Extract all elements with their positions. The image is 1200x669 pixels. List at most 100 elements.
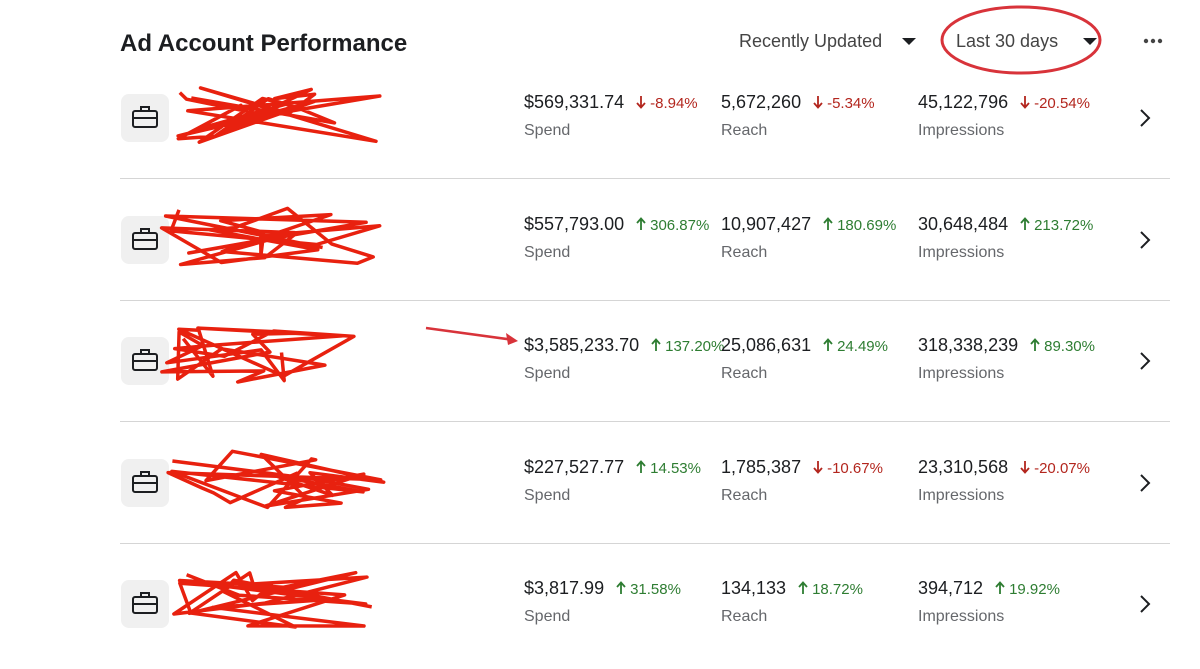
metric-value: 318,338,239: [918, 335, 1019, 355]
scribble-stroke: [172, 570, 373, 629]
redaction-scribble: [166, 449, 386, 509]
row-chevron: [1140, 109, 1151, 127]
caret: [1083, 38, 1097, 45]
metric-change: 31.58%: [630, 581, 681, 598]
metric-value: $569,331.74: [524, 92, 625, 112]
metric-change: -20.54%: [1034, 95, 1090, 112]
panel-title: Ad Account Performance: [120, 30, 408, 57]
account-row[interactable]: $557,793.00 306.87% Spend 10,907,427 180.69%…: [120, 179, 1170, 301]
metric-change: 19.92%: [1009, 581, 1060, 598]
metric-value: 25,086,631: [721, 335, 812, 355]
range-dropdown[interactable]: Last 30 days: [956, 31, 1059, 51]
metric-change: 137.20%: [665, 338, 725, 355]
metric-label: Impressions: [918, 243, 1005, 261]
account-row[interactable]: $227,527.77 14.53% Spend 1,785,387 -10.67% Re…: [120, 422, 1170, 544]
metric-value: 10,907,427: [721, 213, 812, 234]
trend-arrow: [636, 459, 646, 473]
metric-value: 134,133: [721, 578, 787, 598]
metric: 1,785,387 -10.67% Reach: [721, 456, 883, 504]
metric: 5,672,260 -5.34% Reach: [721, 92, 875, 139]
account-icon: [121, 94, 169, 142]
metric-label: Reach: [721, 486, 768, 504]
metric-change: 89.30%: [1044, 338, 1095, 355]
metric-value: $227,527.77: [524, 456, 625, 477]
sort-dropdown[interactable]: Recently Updated: [739, 31, 883, 51]
trend-arrow: [798, 581, 808, 594]
metric-label: Spend: [524, 122, 571, 139]
trend-arrow: [823, 338, 833, 351]
metric-value: 5,672,260: [721, 92, 802, 112]
row-chevron: [1140, 473, 1151, 492]
briefcase: [132, 106, 158, 128]
scribble-stroke: [166, 449, 386, 509]
trend-arrow: [1020, 460, 1030, 474]
annotation-arrow: [425, 326, 518, 345]
redaction-scribble: [176, 86, 382, 144]
metric-change: 14.53%: [650, 459, 701, 477]
metric: $3,817.99 31.58% Spend: [524, 578, 681, 625]
account-icon: [121, 337, 169, 385]
metric: $569,331.74 -8.94% Spend: [524, 92, 698, 139]
trend-arrow: [1020, 216, 1030, 230]
metric-label: Reach: [721, 243, 768, 261]
briefcase: [132, 227, 158, 250]
metric-change: 24.49%: [837, 338, 888, 355]
metric-value: $3,585,233.70: [524, 335, 640, 355]
trend-arrow: [813, 96, 823, 109]
metric-change: 306.87%: [650, 216, 710, 234]
trend-arrow: [616, 581, 626, 594]
metric-label: Impressions: [918, 608, 1005, 625]
redaction-scribble: [160, 326, 356, 384]
metric: 10,907,427 180.69% Reach: [721, 213, 896, 261]
metric-change: -8.94%: [650, 95, 698, 112]
metric: 134,133 18.72% Reach: [721, 578, 863, 625]
metric-value: 1,785,387: [721, 456, 802, 477]
metric-value: $3,817.99: [524, 578, 605, 598]
metric: 45,122,796 -20.54% Impressions: [918, 92, 1090, 139]
metric: $227,527.77 14.53% Spend: [524, 456, 701, 504]
metric-change: 18.72%: [812, 581, 863, 598]
more-menu[interactable]: [1143, 38, 1165, 44]
metric: 30,648,484 213.72% Impressions: [918, 214, 1093, 261]
metric-value: 23,310,568: [918, 456, 1009, 477]
row-chevron: [1140, 352, 1151, 370]
trend-arrow: [823, 216, 833, 230]
redaction-scribble: [172, 570, 373, 629]
metric-change: -20.07%: [1034, 459, 1090, 477]
account-icon: [121, 458, 169, 507]
metric-label: Reach: [721, 122, 768, 139]
metric-value: 394,712: [918, 578, 984, 598]
trend-arrow: [1020, 96, 1030, 109]
metric-label: Reach: [721, 608, 768, 625]
redaction-scribble: [159, 206, 382, 266]
row-chevron: [1140, 595, 1151, 613]
account-row[interactable]: $569,331.74 -8.94% Spend 5,672,260 -5.34% Rea…: [120, 57, 1170, 179]
metric: $3,585,233.70 137.20% Spend: [524, 335, 725, 382]
metric-label: Spend: [524, 243, 571, 261]
metric-label: Impressions: [918, 122, 1005, 139]
metric-value: $557,793.00: [524, 213, 625, 234]
metric-label: Reach: [721, 365, 768, 382]
metric-label: Impressions: [918, 486, 1005, 504]
account-row[interactable]: $3,817.99 31.58% Spend 134,133 18.72% Reach 39…: [120, 543, 1170, 664]
metric: 23,310,568 -20.07% Impressions: [918, 456, 1090, 504]
scribble-stroke: [176, 86, 382, 144]
metric-label: Spend: [524, 365, 571, 382]
account-row[interactable]: $3,585,233.70 137.20% Spend 25,086,631 24.49…: [120, 300, 1170, 422]
trend-arrow: [651, 338, 661, 351]
metric-label: Spend: [524, 486, 571, 504]
metric-change: -5.34%: [827, 95, 875, 112]
metric: $557,793.00 306.87% Spend: [524, 213, 710, 261]
metric: 394,712 19.92% Impressions: [918, 578, 1060, 625]
metric-label: Spend: [524, 608, 571, 625]
metric-change: -10.67%: [827, 459, 883, 477]
briefcase: [132, 470, 158, 493]
briefcase: [132, 592, 158, 614]
account-icon: [121, 580, 169, 628]
scribble-stroke: [159, 206, 382, 266]
trend-arrow: [995, 581, 1005, 594]
trend-arrow: [813, 460, 823, 474]
metric-label: Impressions: [918, 365, 1005, 382]
trend-arrow: [636, 96, 646, 109]
scribble-stroke: [160, 326, 356, 384]
